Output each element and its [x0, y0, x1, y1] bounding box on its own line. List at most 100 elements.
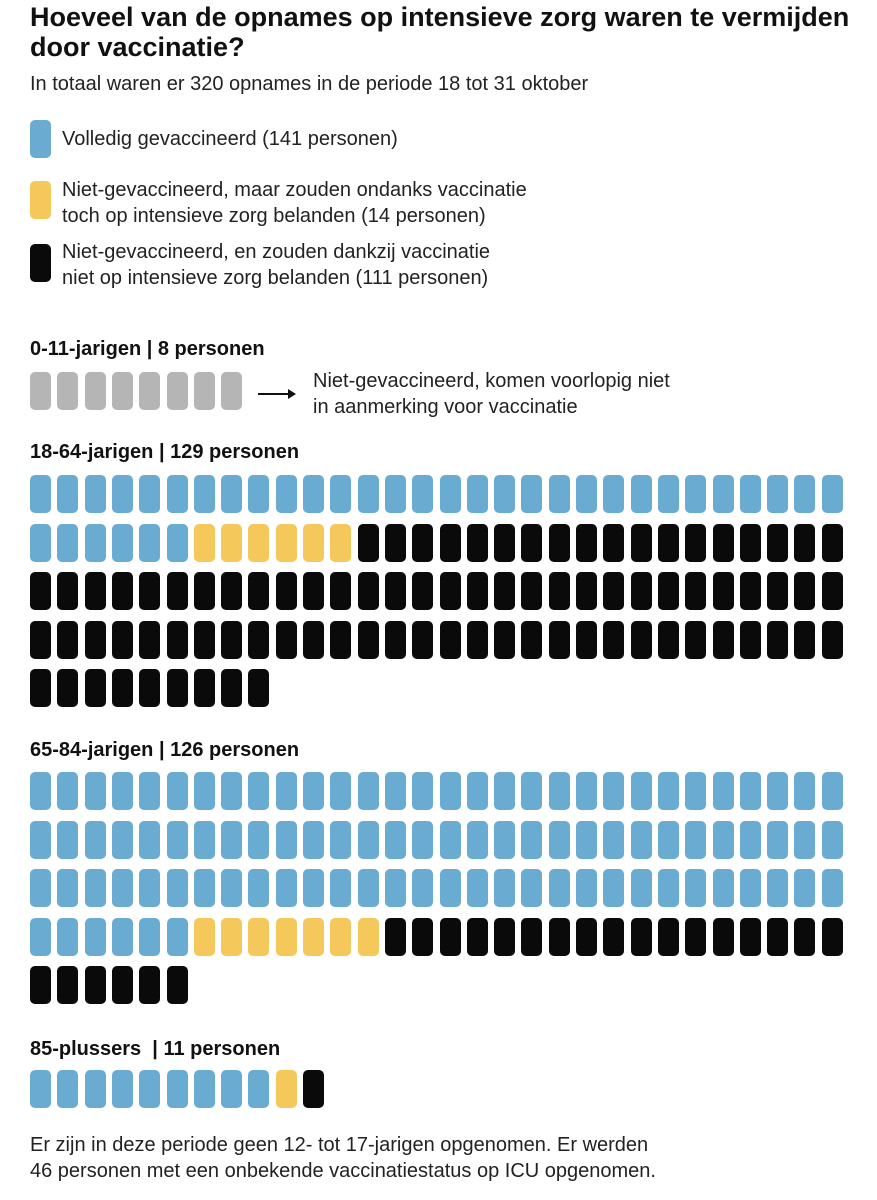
waffle-cell-avoidable — [330, 620, 352, 659]
waffle-cell-vaccinated — [548, 820, 570, 859]
waffle-cell-vaccinated — [84, 475, 106, 513]
waffle-cell-avoidable — [821, 620, 843, 659]
waffle-cell-avoidable — [794, 620, 816, 659]
waffle-cell-vaccinated — [193, 820, 215, 859]
waffle-cell-avoidable — [576, 523, 597, 562]
waffle-cell-avoidable — [685, 572, 707, 611]
waffle-cell-vaccinated — [712, 772, 734, 810]
waffle-cell-vaccinated — [357, 869, 379, 908]
waffle-cell-avoidable — [193, 620, 215, 659]
waffle-cell-vaccinated — [30, 917, 51, 956]
waffle-cell-vaccinated — [111, 820, 133, 859]
waffle-cell-avoidable — [739, 620, 761, 659]
waffle-cell-avoidable — [630, 620, 652, 659]
waffle-cell-vaccinated — [384, 772, 406, 810]
waffle-cell-avoidable — [30, 572, 51, 611]
waffle-cell-vaccinated — [357, 475, 379, 513]
waffle-cell-avoidable — [767, 917, 789, 956]
waffle-cell-vaccinated — [111, 772, 133, 810]
waffle-cell-vaccinated — [521, 869, 543, 908]
waffle-cell-vaccinated — [221, 475, 243, 513]
legend-label-unavoidable: Niet-gevaccineerd, maar zouden ondanks v… — [62, 179, 527, 227]
waffle-cell-unavoidable — [330, 917, 352, 956]
waffle-cell-avoidable — [521, 917, 543, 956]
waffle-cell-vaccinated — [794, 820, 816, 859]
waffle-cell-vaccinated — [494, 820, 516, 859]
waffle-cell-vaccinated — [412, 869, 434, 908]
waffle-cell-avoidable — [657, 620, 679, 659]
waffle-cell-avoidable — [603, 572, 625, 611]
waffle-cell-avoidable — [330, 572, 352, 611]
waffle-cell-avoidable — [548, 620, 570, 659]
waffle-cell-vaccinated — [330, 869, 352, 908]
waffle-cell-vaccinated — [30, 772, 51, 810]
waffle-cell-unavoidable — [303, 917, 324, 956]
waffle-cell-vaccinated — [30, 820, 51, 859]
waffle-cell-not_eligible — [166, 372, 188, 410]
waffle-cell-vaccinated — [330, 820, 352, 859]
waffle-cell-avoidable — [712, 917, 734, 956]
waffle-cell-avoidable — [603, 523, 625, 562]
waffle-cell-vaccinated — [303, 820, 324, 859]
waffle-cell-avoidable — [57, 620, 79, 659]
waffle-cell-vaccinated — [576, 820, 597, 859]
waffle-cell-avoidable — [494, 523, 516, 562]
waffle-cell-avoidable — [603, 917, 625, 956]
waffle-cell-vaccinated — [111, 1070, 133, 1108]
legend-label-avoidable: Niet-gevaccineerd, en zouden dankzij vac… — [62, 241, 491, 289]
page-subtitle: In totaal waren er 320 opnames in de per… — [30, 73, 589, 95]
waffle-cell-avoidable — [466, 523, 488, 562]
waffle-cell-vaccinated — [30, 1070, 51, 1108]
arrow-right-icon — [258, 389, 296, 399]
waffle-cell-vaccinated — [193, 475, 215, 513]
waffle-cell-vaccinated — [57, 523, 79, 562]
waffle-cell-vaccinated — [139, 820, 161, 859]
waffle-cell-avoidable — [275, 572, 297, 611]
waffle-cell-vaccinated — [739, 820, 761, 859]
waffle-cell-avoidable — [248, 669, 270, 708]
waffle-cell-avoidable — [630, 917, 652, 956]
waffle-cell-vaccinated — [84, 869, 106, 908]
waffle-cell-unavoidable — [330, 523, 352, 562]
waffle-cell-vaccinated — [630, 869, 652, 908]
waffle-cell-vaccinated — [685, 772, 707, 810]
waffle-cell-unavoidable — [193, 917, 215, 956]
waffle-cell-vaccinated — [248, 820, 270, 859]
waffle-cell-avoidable — [794, 523, 816, 562]
waffle-cell-avoidable — [357, 620, 379, 659]
waffle-cell-vaccinated — [384, 475, 406, 513]
waffle-cell-avoidable — [521, 572, 543, 611]
waffle-cell-vaccinated — [576, 475, 597, 513]
waffle-cell-vaccinated — [657, 475, 679, 513]
waffle-cell-vaccinated — [794, 869, 816, 908]
waffle-cell-not_eligible — [221, 372, 243, 410]
waffle-cell-vaccinated — [603, 820, 625, 859]
waffle-cell-vaccinated — [166, 1070, 188, 1108]
waffle-cell-avoidable — [139, 620, 161, 659]
waffle-cell-vaccinated — [821, 820, 843, 859]
waffle-cell-vaccinated — [548, 869, 570, 908]
waffle-cell-vaccinated — [466, 772, 488, 810]
waffle-cell-vaccinated — [466, 475, 488, 513]
waffle-cell-vaccinated — [166, 820, 188, 859]
waffle-cell-not_eligible — [193, 372, 215, 410]
waffle-cell-vaccinated — [84, 1070, 106, 1108]
waffle-cell-vaccinated — [521, 820, 543, 859]
waffle-cell-vaccinated — [794, 772, 816, 810]
waffle-cell-avoidable — [357, 523, 379, 562]
waffle-cell-avoidable — [412, 917, 434, 956]
waffle-cell-vaccinated — [193, 869, 215, 908]
waffle-cell-avoidable — [603, 620, 625, 659]
waffle-cell-unavoidable — [275, 917, 297, 956]
waffle-cell-avoidable — [412, 620, 434, 659]
waffle-cell-avoidable — [412, 523, 434, 562]
waffle-cell-avoidable — [193, 669, 215, 708]
waffle-cell-avoidable — [84, 620, 106, 659]
waffle-cell-vaccinated — [84, 772, 106, 810]
waffle-cell-avoidable — [221, 620, 243, 659]
waffle-cell-avoidable — [248, 620, 270, 659]
waffle-cell-avoidable — [303, 1070, 324, 1108]
waffle-cell-vaccinated — [30, 475, 51, 513]
waffle-cell-vaccinated — [603, 869, 625, 908]
waffle-cell-vaccinated — [57, 475, 79, 513]
